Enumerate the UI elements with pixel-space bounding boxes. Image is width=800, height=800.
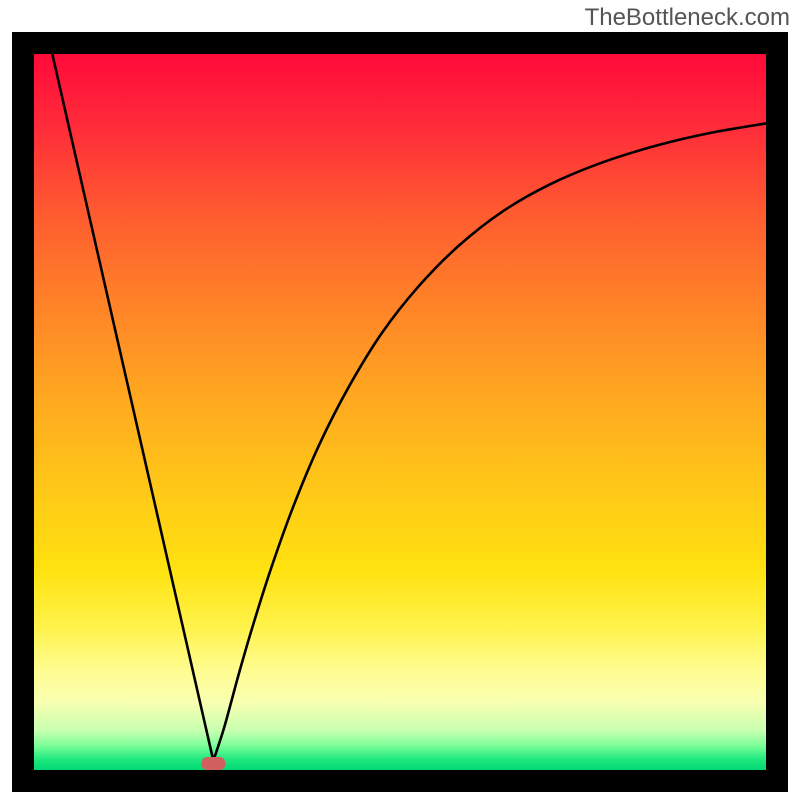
chart-container: TheBottleneck.com bbox=[0, 0, 800, 800]
watermark-text: TheBottleneck.com bbox=[585, 4, 790, 32]
gradient-background bbox=[34, 54, 766, 770]
